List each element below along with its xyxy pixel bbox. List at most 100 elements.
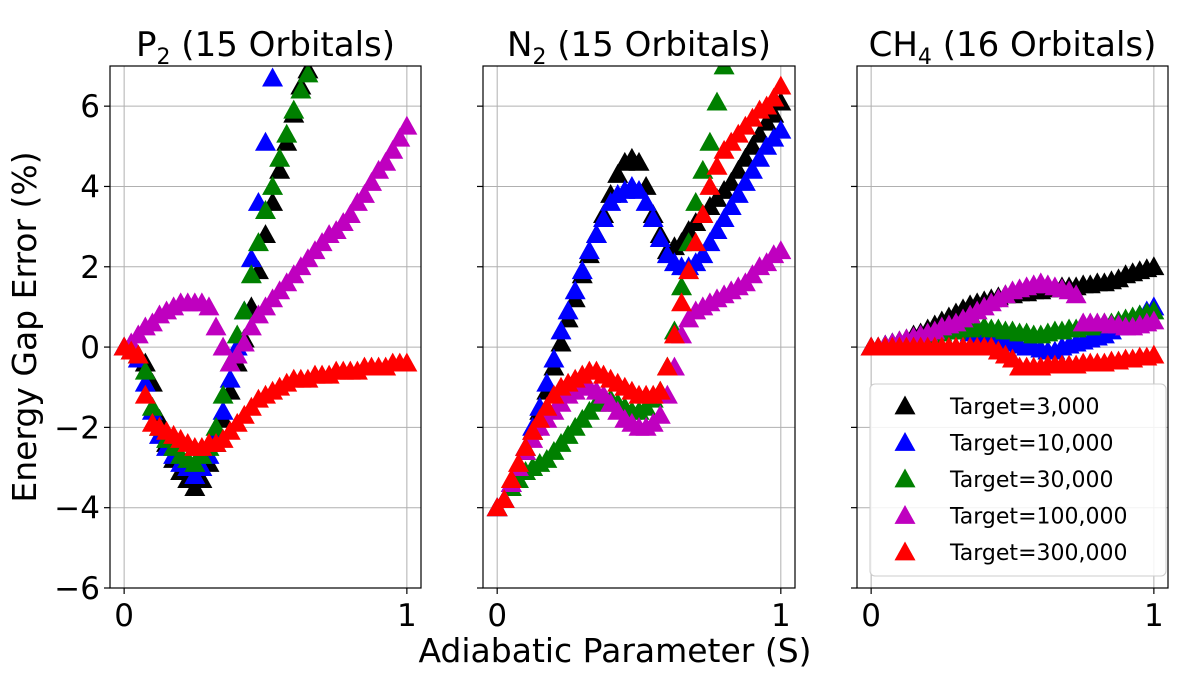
data-point [628,151,650,171]
data-point [685,232,707,252]
legend: Target=3,000 Target=10,000 Target=30,000 Ta… [869,383,1167,577]
data-point [699,232,721,252]
x-tick-label: 1 [1144,598,1164,634]
data-point [749,123,771,143]
x-tick-label: 1 [771,598,791,634]
data-point [706,91,728,111]
panel-title: N2 (15 Orbitals) [507,25,771,70]
data-point [127,344,149,364]
y-tick-label: 6 [80,89,100,125]
legend-marker [894,541,916,561]
data-point [678,260,700,280]
data-point [649,380,671,400]
data-point [720,171,742,191]
data-point [361,171,383,191]
data-point [557,300,579,320]
data-point [212,400,234,420]
data-point [685,192,707,211]
data-point [734,147,756,167]
data-point [255,131,276,151]
x-axis-label: Adiabatic Parameter (S) [418,631,811,668]
data-point [375,151,397,171]
legend-label: Target=300,000 [949,541,1127,566]
data-point [382,139,404,159]
data-point [536,372,558,392]
marks-layer [113,66,1165,517]
x-tick-label: 0 [114,598,134,634]
data-point [205,316,227,336]
data-point [727,159,749,179]
data-point [205,416,227,436]
data-point [706,155,728,175]
data-point [656,356,678,376]
data-point [1143,256,1165,276]
text-layer: −6 −4 −2 0 2 4 6 0 1 P2 (15 Orbitals) 0 1 N2 (15 Orb… [5,25,1164,670]
data-point [269,147,291,167]
data-point [353,183,375,203]
data-point [692,204,714,223]
data-point [240,264,262,284]
panel-title: P2 (15 Orbitals) [136,25,395,70]
series-target-300-000 [113,336,418,456]
data-point [628,179,650,199]
y-axis-label: Energy Gap Error (%) [5,151,44,502]
data-point [233,332,255,352]
y-tick-label: −4 [54,491,100,527]
data-point [290,79,312,99]
data-point [749,147,771,167]
data-point [571,260,593,280]
legend-label: Target=10,000 [949,432,1113,457]
data-point [770,75,792,95]
data-point [198,296,220,316]
legend-marker [894,395,916,415]
data-point [642,208,664,227]
data-point [212,336,234,356]
data-point [339,204,361,223]
data-point [493,489,515,509]
data-point [671,276,693,296]
data-point [212,384,234,404]
data-point [134,372,156,392]
data-point [550,332,572,352]
data-point [247,232,269,252]
data-point [770,240,792,260]
data-point [649,228,671,248]
data-point [720,196,742,215]
data-point [255,200,276,219]
data-point [507,453,529,472]
data-point [585,224,607,244]
panel-title: CH4 (16 Orbitals) [869,25,1157,70]
data-point [297,66,319,83]
x-tick-label: 0 [861,598,881,634]
data-point [635,192,657,211]
data-point [240,316,262,336]
data-point [649,404,671,424]
data-point [262,175,284,195]
data-point [663,324,685,344]
data-point [734,171,756,191]
legend-marker [894,505,916,524]
data-point [671,292,693,312]
y-tick-label: −2 [54,410,100,446]
data-point [706,220,728,240]
data-point [699,175,721,195]
data-point [543,348,565,368]
data-point [564,280,586,300]
data-point [522,420,544,440]
data-point [141,396,163,416]
panel-1-series [486,66,792,517]
data-point [515,436,537,456]
data-point [713,66,735,75]
panel-0-series [113,66,418,497]
data-point [262,67,284,87]
legend-label: Target=30,000 [949,468,1113,493]
data-point [770,119,792,139]
data-point [699,131,721,151]
y-tick-label: −6 [54,571,100,607]
legend-marker [894,468,916,488]
data-point [550,320,572,340]
data-point [1143,300,1165,320]
legend-marker [894,432,916,451]
data-point [396,115,418,135]
